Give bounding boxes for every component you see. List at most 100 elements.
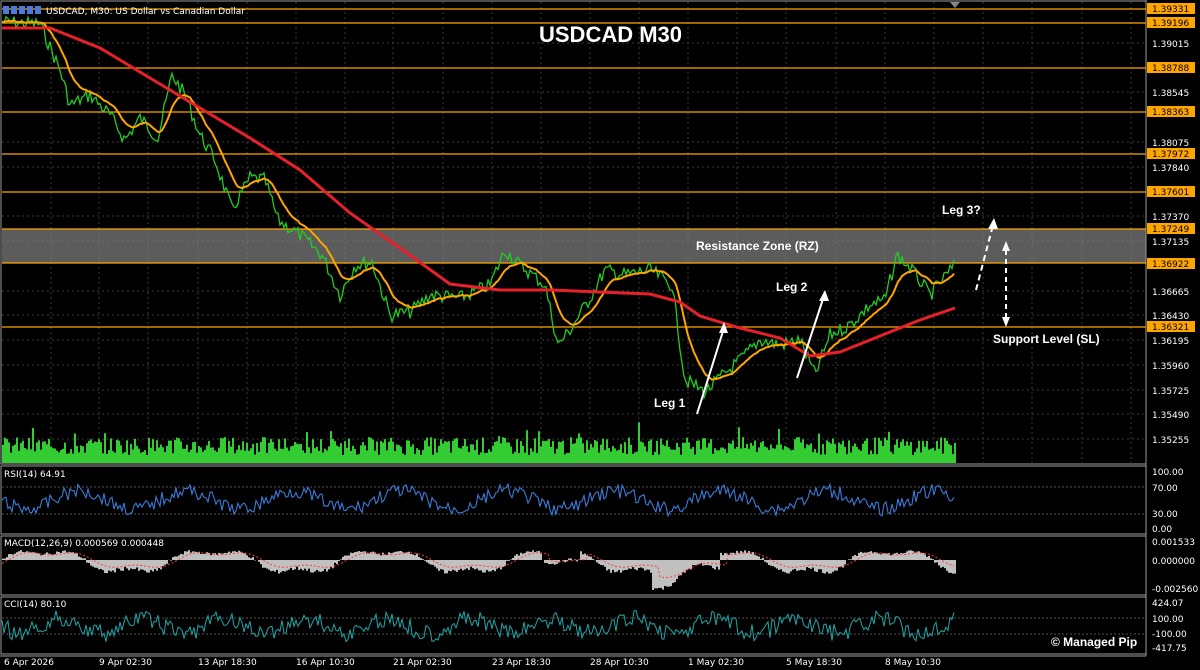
volume-bar [170, 440, 172, 463]
time-axis[interactable]: 6 Apr 2026 9 Apr 02:30 13 Apr 18:30 16 A… [0, 655, 1146, 668]
volume-bar [20, 442, 22, 463]
macd-bar [194, 551, 196, 560]
volume-bar [166, 445, 168, 463]
volume-bar [954, 442, 956, 463]
macd-bar [434, 560, 436, 567]
volume-bar [14, 444, 16, 463]
volume-bar [102, 453, 104, 463]
macd-bar [486, 560, 488, 571]
macd-bar [922, 552, 924, 560]
volume-bar [740, 448, 742, 463]
macd-bar [636, 560, 638, 571]
volume-bar [220, 438, 222, 463]
rsi-tick: 30.00 [1152, 510, 1178, 520]
volume-bar [344, 441, 346, 463]
chart-shift-marker-icon[interactable] [950, 2, 960, 8]
volume-bar [284, 438, 286, 463]
volume-bar [390, 437, 392, 463]
volume-bar [484, 453, 486, 463]
volume-bar [188, 452, 190, 463]
volume-bar [750, 442, 752, 463]
volume-bar [358, 454, 360, 463]
level-box-text: 1.36321 [1152, 323, 1189, 333]
volume-bar [660, 438, 662, 463]
volume-bar [696, 440, 698, 463]
cci-axis: 424.07 100.00 -100.00 -417.75 [1152, 599, 1187, 654]
volume-bar [144, 450, 146, 463]
volume-bar [408, 440, 410, 463]
macd-bar [364, 551, 366, 560]
price-tick: 1.38075 [1152, 139, 1189, 149]
macd-bar [32, 551, 34, 560]
macd-bar [384, 554, 386, 560]
price-axis[interactable]: 1.39015 1.38545 1.38075 1.37840 1.37370 … [1145, 0, 1189, 656]
volume-bar [376, 441, 378, 463]
volume-bar [176, 437, 178, 463]
macd-bar [280, 560, 282, 573]
volume-bar [126, 440, 128, 463]
volume-bar [560, 442, 562, 463]
time-tick: 5 May 18:30 [786, 658, 842, 668]
volume-bar [926, 441, 928, 463]
volume-bar [518, 453, 520, 463]
level-box-text: 1.39196 [1152, 19, 1189, 29]
volume-bar [472, 444, 474, 463]
macd-bar [682, 560, 684, 572]
macd-bar [4, 558, 6, 560]
macd-bar [920, 553, 922, 560]
volume-bar [308, 447, 310, 463]
volume-bar [882, 446, 884, 463]
macd-bar [330, 560, 332, 567]
macd-bar [348, 555, 350, 560]
macd-bar [702, 560, 704, 566]
volume-bar [364, 445, 366, 463]
volume-bar [944, 437, 946, 463]
macd-bar [658, 560, 660, 588]
volume-bar [890, 451, 892, 463]
symbol-header: USDCAD, M30: US Dollar vs Canadian Dolla… [3, 6, 245, 17]
volume-bar [632, 453, 634, 463]
volume-bar [680, 454, 682, 463]
macd-bar [916, 551, 918, 560]
macd-bar [36, 552, 38, 560]
volume-bar [556, 448, 558, 463]
macd-bar [710, 560, 712, 566]
macd-bar [226, 553, 228, 560]
volume-bar [42, 441, 44, 463]
volume-bar [142, 451, 144, 463]
macd-bar [90, 560, 92, 566]
macd-bar [774, 560, 776, 568]
macd-bar [820, 560, 822, 570]
macd-bar [20, 550, 22, 560]
volume-bar [884, 437, 886, 463]
volume-bar [246, 442, 248, 463]
volume-bar [446, 441, 448, 463]
macd-bar [122, 560, 124, 571]
volume-bar [70, 449, 72, 463]
volume-bar [838, 442, 840, 463]
volume-bar [306, 432, 308, 463]
macd-bar [220, 553, 222, 560]
macd-bar [106, 560, 108, 574]
macd-bar [372, 551, 374, 560]
macd-bar [180, 553, 182, 560]
macd-bar [142, 560, 144, 570]
volume-bar [64, 442, 66, 463]
macd-bar [522, 553, 524, 560]
macd-bar [156, 560, 158, 571]
volume-bar [360, 445, 362, 463]
volume-bar [802, 439, 804, 463]
volume-bar [532, 451, 534, 463]
cci-label: CCI(14) 80.10 [4, 600, 67, 610]
macd-bar [346, 555, 348, 560]
volume-bar [378, 454, 380, 463]
horizontal-levels [2, 8, 1146, 328]
volume-bar [16, 437, 18, 463]
macd-bar [622, 560, 624, 571]
macd-bar [490, 560, 492, 572]
macd-bar [568, 558, 570, 560]
macd-bar [424, 560, 426, 561]
volume-bar [162, 447, 164, 463]
macd-bar [102, 560, 104, 571]
